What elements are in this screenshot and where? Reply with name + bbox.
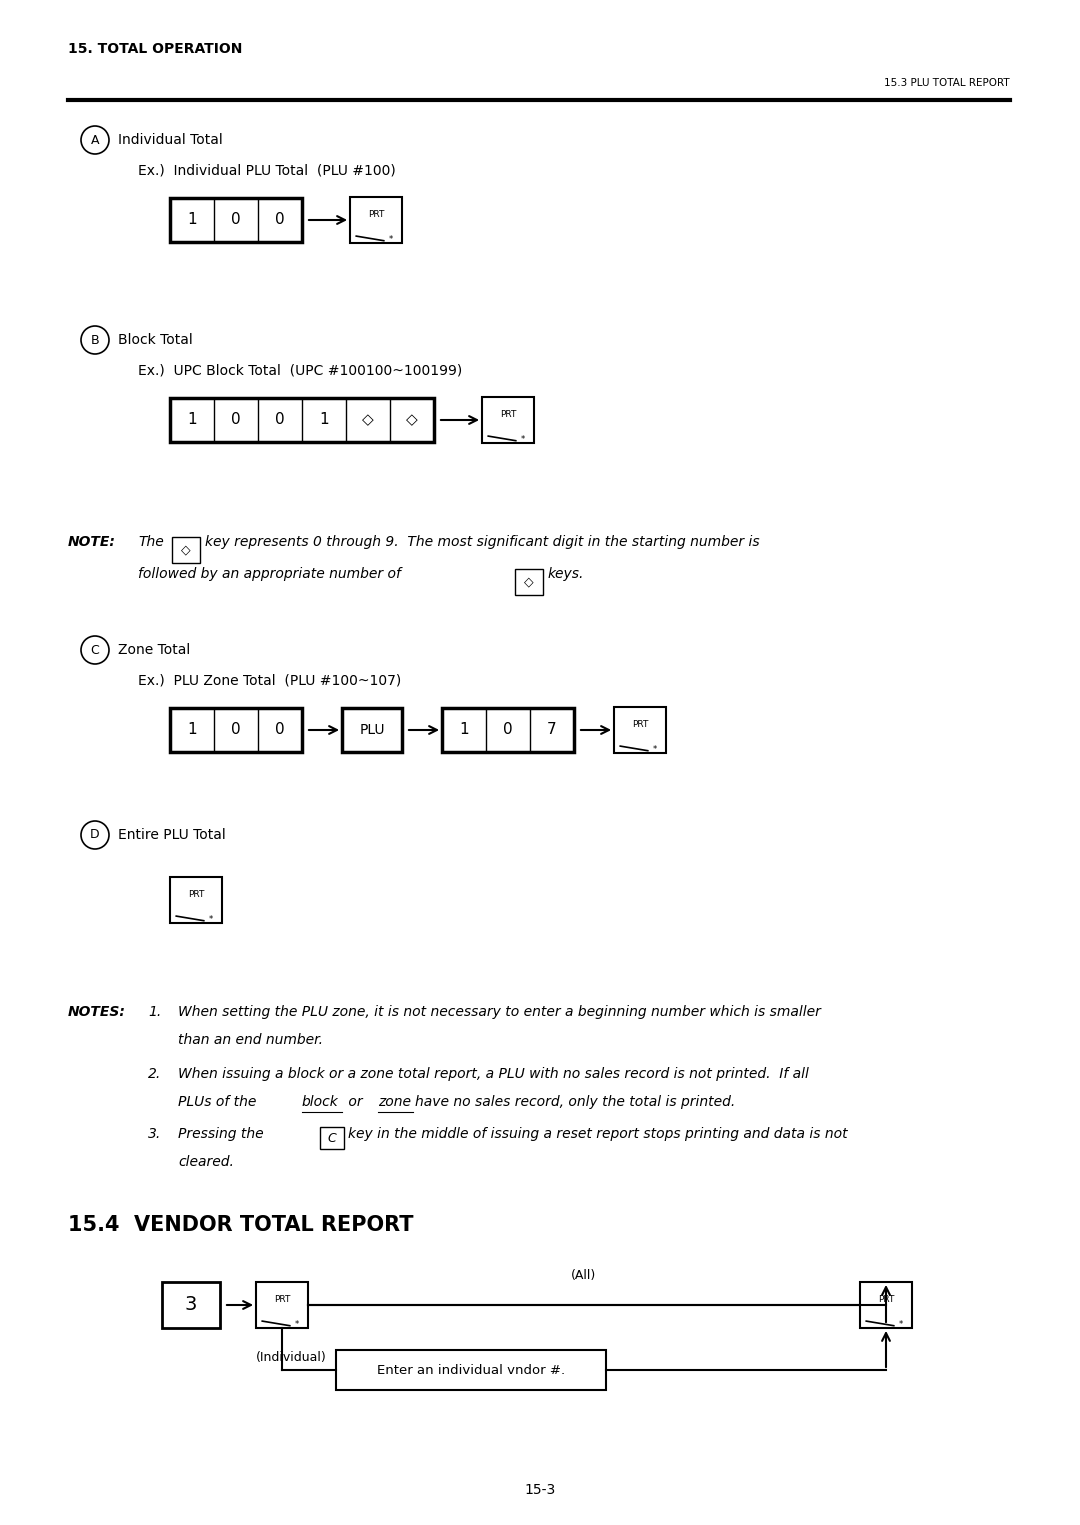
FancyBboxPatch shape [615,708,666,753]
Text: C: C [91,644,99,656]
Text: NOTES:: NOTES: [68,1005,126,1019]
FancyBboxPatch shape [170,398,434,442]
Text: C: C [327,1132,336,1144]
Text: or: or [345,1095,367,1109]
Text: PRT: PRT [878,1295,894,1304]
Text: (Individual): (Individual) [256,1351,327,1363]
Text: The: The [138,535,164,549]
Text: Entire PLU Total: Entire PLU Total [118,828,226,842]
Text: keys.: keys. [548,567,584,581]
FancyBboxPatch shape [442,708,573,752]
FancyBboxPatch shape [170,708,302,752]
Text: 7: 7 [548,723,557,738]
FancyBboxPatch shape [515,569,543,595]
Text: 15.4  VENDOR TOTAL REPORT: 15.4 VENDOR TOTAL REPORT [68,1215,414,1235]
Text: Ex.)  PLU Zone Total  (PLU #100~107): Ex.) PLU Zone Total (PLU #100~107) [138,673,402,686]
Text: ◇: ◇ [406,412,418,427]
Text: 0: 0 [275,412,285,427]
Text: Ex.)  Individual PLU Total  (PLU #100): Ex.) Individual PLU Total (PLU #100) [138,163,395,177]
Text: (All): (All) [571,1269,596,1281]
Text: Individual Total: Individual Total [118,133,222,146]
FancyBboxPatch shape [860,1283,912,1328]
Text: *: * [652,744,657,753]
Text: 1: 1 [320,412,328,427]
FancyBboxPatch shape [172,537,200,563]
Text: ◇: ◇ [181,543,191,557]
Text: PRT: PRT [632,720,648,729]
Text: PRT: PRT [188,891,204,898]
Text: ◇: ◇ [524,575,534,589]
Text: ◇: ◇ [362,412,374,427]
Text: followed by an appropriate number of: followed by an appropriate number of [138,567,401,581]
FancyBboxPatch shape [482,396,534,442]
Text: PLUs of the: PLUs of the [178,1095,256,1109]
Text: When issuing a block or a zone total report, a PLU with no sales record is not p: When issuing a block or a zone total rep… [178,1068,809,1081]
Text: *: * [899,1319,903,1328]
Text: Block Total: Block Total [118,332,192,348]
Text: B: B [91,334,99,346]
FancyBboxPatch shape [170,198,302,242]
Text: 15.3 PLU TOTAL REPORT: 15.3 PLU TOTAL REPORT [885,78,1010,88]
FancyBboxPatch shape [342,708,402,752]
Text: 2.: 2. [148,1068,161,1081]
Text: Pressing the: Pressing the [178,1127,264,1141]
Text: 0: 0 [231,212,241,227]
Text: When setting the PLU zone, it is not necessary to enter a beginning number which: When setting the PLU zone, it is not nec… [178,1005,821,1019]
FancyBboxPatch shape [336,1350,606,1389]
Text: 15. TOTAL OPERATION: 15. TOTAL OPERATION [68,43,242,56]
Text: PRT: PRT [274,1295,291,1304]
Text: A: A [91,134,99,146]
Text: *: * [295,1319,299,1328]
Text: 1: 1 [459,723,469,738]
Text: 15-3: 15-3 [525,1482,555,1498]
Text: than an end number.: than an end number. [178,1032,323,1048]
Text: key in the middle of issuing a reset report stops printing and data is not: key in the middle of issuing a reset rep… [348,1127,848,1141]
Text: *: * [208,915,213,924]
Text: key represents 0 through 9.  The most significant digit in the starting number i: key represents 0 through 9. The most sig… [205,535,759,549]
Text: 1: 1 [187,212,197,227]
Text: Zone Total: Zone Total [118,644,190,657]
Text: Enter an individual vndor #.: Enter an individual vndor #. [377,1363,565,1377]
Text: Ex.)  UPC Block Total  (UPC #100100~100199): Ex.) UPC Block Total (UPC #100100~100199… [138,363,462,377]
FancyBboxPatch shape [162,1283,220,1328]
Text: PRT: PRT [368,210,384,220]
Text: D: D [91,828,99,842]
Text: 0: 0 [275,723,285,738]
Text: 1.: 1. [148,1005,161,1019]
FancyBboxPatch shape [320,1127,345,1148]
Text: *: * [521,435,525,444]
Text: 3: 3 [185,1296,198,1315]
FancyBboxPatch shape [256,1283,308,1328]
FancyBboxPatch shape [170,877,222,923]
Text: NOTE:: NOTE: [68,535,116,549]
Text: block: block [302,1095,339,1109]
Text: 1: 1 [187,412,197,427]
Text: 3.: 3. [148,1127,161,1141]
Text: 0: 0 [275,212,285,227]
Text: zone: zone [378,1095,411,1109]
Text: have no sales record, only the total is printed.: have no sales record, only the total is … [415,1095,735,1109]
Text: PLU: PLU [360,723,384,737]
Text: 0: 0 [503,723,513,738]
Text: 0: 0 [231,412,241,427]
Text: 0: 0 [231,723,241,738]
Text: 1: 1 [187,723,197,738]
Text: PRT: PRT [500,410,516,419]
FancyBboxPatch shape [350,197,402,242]
Text: *: * [389,235,393,244]
Text: cleared.: cleared. [178,1154,234,1170]
